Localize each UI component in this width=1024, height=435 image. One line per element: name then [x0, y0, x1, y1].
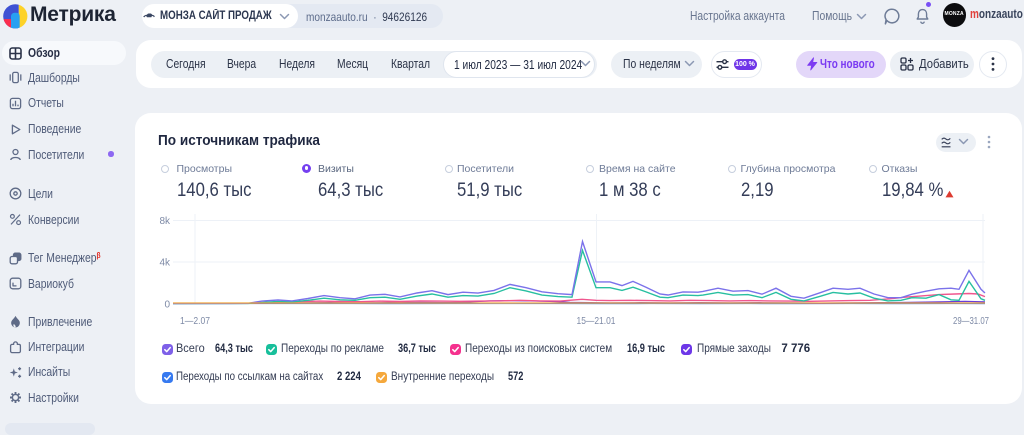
svg-text:15—21.01: 15—21.01: [577, 315, 616, 327]
svg-text:1—2.07: 1—2.07: [180, 315, 210, 327]
svg-text:8k: 8k: [159, 216, 171, 227]
svg-text:29—31.07: 29—31.07: [953, 315, 989, 327]
svg-text:0: 0: [164, 300, 170, 311]
svg-text:4k: 4k: [159, 258, 171, 269]
